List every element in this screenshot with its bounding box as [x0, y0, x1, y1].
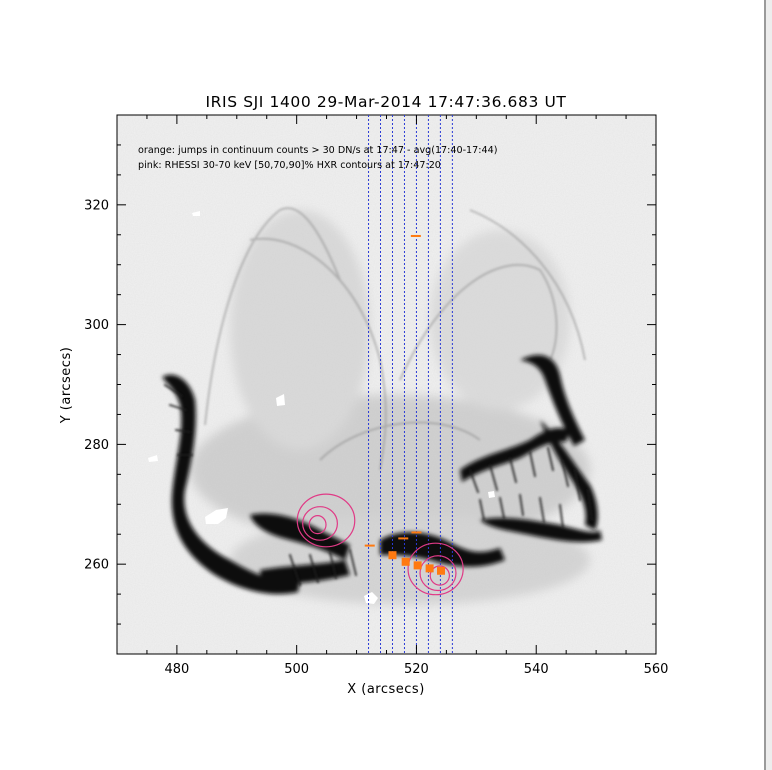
continuum-jump-dash — [410, 234, 421, 237]
y-tick-label: 300 — [84, 318, 109, 333]
continuum-jump-square — [388, 551, 397, 560]
hxr-contour — [429, 565, 450, 586]
y-tick-label: 260 — [84, 558, 109, 573]
y-axis-label: Y (arcsecs) — [59, 347, 74, 425]
continuum-jump-dash — [398, 537, 409, 540]
page-edge-shade — [766, 0, 772, 770]
x-tick-label: 520 — [404, 662, 429, 677]
x-axis-label: X (arcsecs) — [347, 682, 425, 697]
x-tick-label: 540 — [524, 662, 549, 677]
continuum-jump-square — [425, 564, 434, 573]
y-tick-label: 320 — [84, 198, 109, 213]
x-tick-label: 500 — [284, 662, 309, 677]
annotation-orange: orange: jumps in continuum counts > 30 D… — [138, 145, 497, 156]
y-tick-label: 280 — [84, 438, 109, 453]
hxr-contour — [407, 542, 464, 596]
rhessi-hxr-contours — [296, 493, 464, 596]
iris-slit-positions — [368, 115, 453, 654]
ribbon-fibrils — [163, 383, 594, 587]
hxr-contour — [419, 555, 457, 592]
bright-patches — [148, 211, 495, 604]
continuum-jump-square — [436, 566, 445, 575]
faint-loops — [204, 207, 586, 471]
axis-ticks — [116, 114, 657, 655]
axis-tick-labels: 480 500 520 540 560 260 280 300 320 — [84, 198, 668, 677]
flare-ribbons — [162, 355, 602, 595]
hxr-contour — [308, 515, 327, 535]
x-tick-label: 480 — [164, 662, 189, 677]
hxr-contour — [296, 493, 356, 548]
hxr-contour — [302, 506, 338, 541]
continuum-jump-dash — [364, 544, 375, 547]
annotation-pink: pink: RHESSI 30-70 keV [50,70,90]% HXR c… — [138, 160, 441, 171]
continuum-jump-dash — [411, 531, 422, 534]
continuum-jump-markers — [364, 234, 445, 575]
x-tick-label: 560 — [644, 662, 669, 677]
page-edge-line — [764, 0, 766, 770]
continuum-jump-square — [401, 557, 410, 566]
figure-title: IRIS SJI 1400 29-Mar-2014 17:47:36.683 U… — [206, 93, 567, 111]
continuum-jump-square — [413, 561, 422, 570]
solar-image — [117, 115, 656, 654]
